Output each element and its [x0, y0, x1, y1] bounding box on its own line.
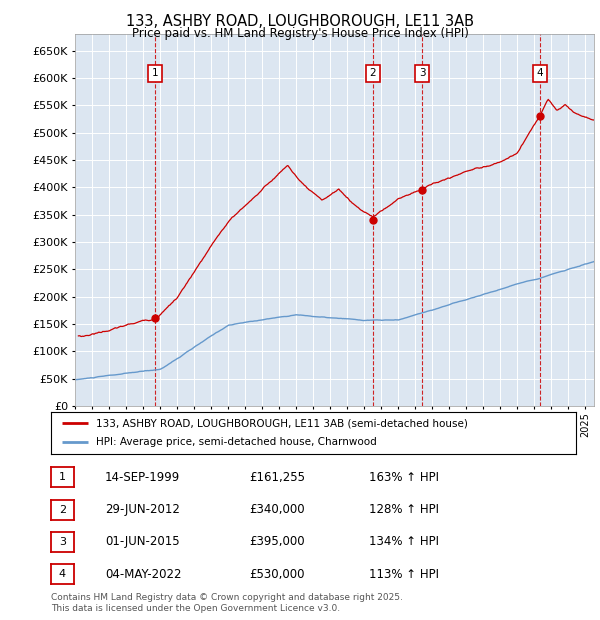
Text: 134% ↑ HPI: 134% ↑ HPI: [369, 536, 439, 548]
Text: 113% ↑ HPI: 113% ↑ HPI: [369, 568, 439, 580]
Text: 4: 4: [537, 68, 544, 78]
Text: 4: 4: [59, 569, 66, 579]
Text: £161,255: £161,255: [249, 471, 305, 484]
Text: 14-SEP-1999: 14-SEP-1999: [105, 471, 180, 484]
Text: Contains HM Land Registry data © Crown copyright and database right 2025.
This d: Contains HM Land Registry data © Crown c…: [51, 593, 403, 613]
Text: 01-JUN-2015: 01-JUN-2015: [105, 536, 179, 548]
Text: £530,000: £530,000: [249, 568, 305, 580]
Text: 1: 1: [152, 68, 158, 78]
Text: Price paid vs. HM Land Registry's House Price Index (HPI): Price paid vs. HM Land Registry's House …: [131, 27, 469, 40]
Text: 04-MAY-2022: 04-MAY-2022: [105, 568, 182, 580]
Text: 3: 3: [419, 68, 425, 78]
Text: 3: 3: [59, 537, 66, 547]
Text: HPI: Average price, semi-detached house, Charnwood: HPI: Average price, semi-detached house,…: [95, 438, 376, 448]
Text: 163% ↑ HPI: 163% ↑ HPI: [369, 471, 439, 484]
Text: 29-JUN-2012: 29-JUN-2012: [105, 503, 180, 516]
Text: 1: 1: [59, 472, 66, 482]
Text: 133, ASHBY ROAD, LOUGHBOROUGH, LE11 3AB (semi-detached house): 133, ASHBY ROAD, LOUGHBOROUGH, LE11 3AB …: [95, 418, 467, 428]
Text: 2: 2: [370, 68, 376, 78]
Text: 133, ASHBY ROAD, LOUGHBOROUGH, LE11 3AB: 133, ASHBY ROAD, LOUGHBOROUGH, LE11 3AB: [126, 14, 474, 29]
Text: £395,000: £395,000: [249, 536, 305, 548]
Text: 2: 2: [59, 505, 66, 515]
Text: £340,000: £340,000: [249, 503, 305, 516]
Text: 128% ↑ HPI: 128% ↑ HPI: [369, 503, 439, 516]
